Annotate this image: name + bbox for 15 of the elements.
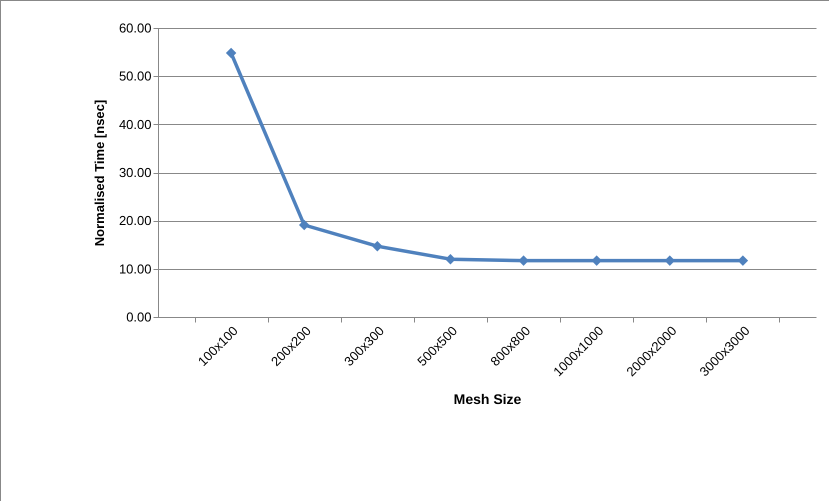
y-tick-label: 0.00 xyxy=(126,310,152,324)
y-tick-label: 30.00 xyxy=(118,165,152,180)
y-tick-label: 40.00 xyxy=(118,116,152,132)
y-tick-label: 60.00 xyxy=(118,20,152,36)
point xyxy=(372,240,383,252)
y-tick-label: 10.00 xyxy=(118,261,152,276)
point xyxy=(518,255,529,266)
point xyxy=(298,220,310,230)
point xyxy=(738,255,748,266)
y-tick-label: 50.00 xyxy=(118,68,152,84)
point xyxy=(226,48,236,58)
y-axis-title: Normalised Time [nsec] xyxy=(92,100,107,246)
point xyxy=(445,254,456,264)
x-axis-title: Mesh Size xyxy=(454,391,522,408)
y-tick-label: 20.00 xyxy=(118,213,152,228)
